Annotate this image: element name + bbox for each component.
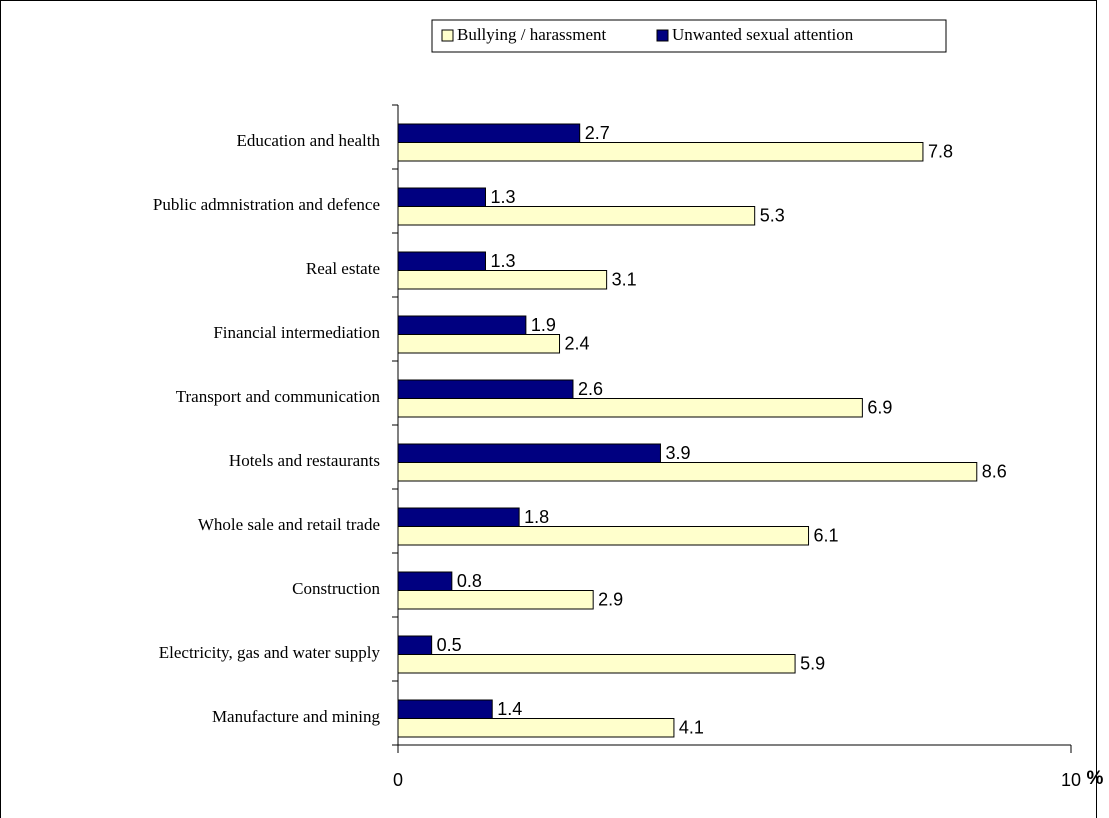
value-label: 1.3	[490, 187, 515, 207]
category-label: Real estate	[306, 259, 380, 278]
category-label: Transport and communication	[176, 387, 381, 406]
value-label: 1.9	[531, 315, 556, 335]
bar	[397, 590, 594, 610]
value-label: 2.7	[585, 123, 610, 143]
value-label: 0.8	[457, 571, 482, 591]
bar	[397, 699, 493, 719]
category-label: Electricity, gas and water supply	[159, 643, 381, 662]
bar	[397, 635, 433, 655]
category-label: Manufacture and mining	[212, 707, 381, 726]
legend-box	[431, 19, 947, 53]
bar	[397, 379, 574, 399]
legend-swatch	[441, 29, 454, 42]
legend-label: Unwanted sexual attention	[672, 25, 854, 44]
category-label: Whole sale and retail trade	[198, 515, 380, 534]
value-label: 1.8	[524, 507, 549, 527]
category-label: Education and health	[236, 131, 380, 150]
bar	[397, 251, 486, 271]
value-label: 3.9	[665, 443, 690, 463]
bar	[397, 507, 520, 527]
value-label: 2.4	[565, 333, 590, 353]
value-label: 6.1	[814, 525, 839, 545]
legend-label: Bullying / harassment	[457, 25, 606, 44]
category-label: Construction	[292, 579, 380, 598]
value-label: 0.5	[437, 635, 462, 655]
value-label: 2.9	[598, 589, 623, 609]
bar	[397, 526, 810, 546]
value-label: 1.3	[490, 251, 515, 271]
bar	[397, 718, 675, 738]
bar	[397, 334, 561, 354]
value-label: 4.1	[679, 717, 704, 737]
bar	[397, 270, 608, 290]
category-label: Public admnistration and defence	[153, 195, 380, 214]
bar	[397, 571, 453, 591]
bar	[397, 123, 581, 143]
x-tick-label: 10	[1061, 770, 1081, 790]
bar	[397, 443, 661, 463]
legend-swatch	[656, 29, 669, 42]
bar	[397, 654, 796, 674]
bar	[397, 206, 756, 226]
x-axis-label: %	[1087, 768, 1104, 789]
value-label: 8.6	[982, 461, 1007, 481]
category-label: Hotels and restaurants	[229, 451, 380, 470]
x-tick-label: 0	[393, 770, 403, 790]
value-label: 2.6	[578, 379, 603, 399]
value-label: 7.8	[928, 141, 953, 161]
bar	[397, 187, 486, 207]
value-label: 1.4	[497, 699, 522, 719]
value-label: 3.1	[612, 269, 637, 289]
bar	[397, 142, 924, 162]
value-label: 5.9	[800, 653, 825, 673]
bar	[397, 398, 863, 418]
value-label: 5.3	[760, 205, 785, 225]
value-label: 6.9	[867, 397, 892, 417]
bar	[397, 315, 527, 335]
bar	[397, 462, 978, 482]
category-label: Financial intermediation	[213, 323, 380, 342]
